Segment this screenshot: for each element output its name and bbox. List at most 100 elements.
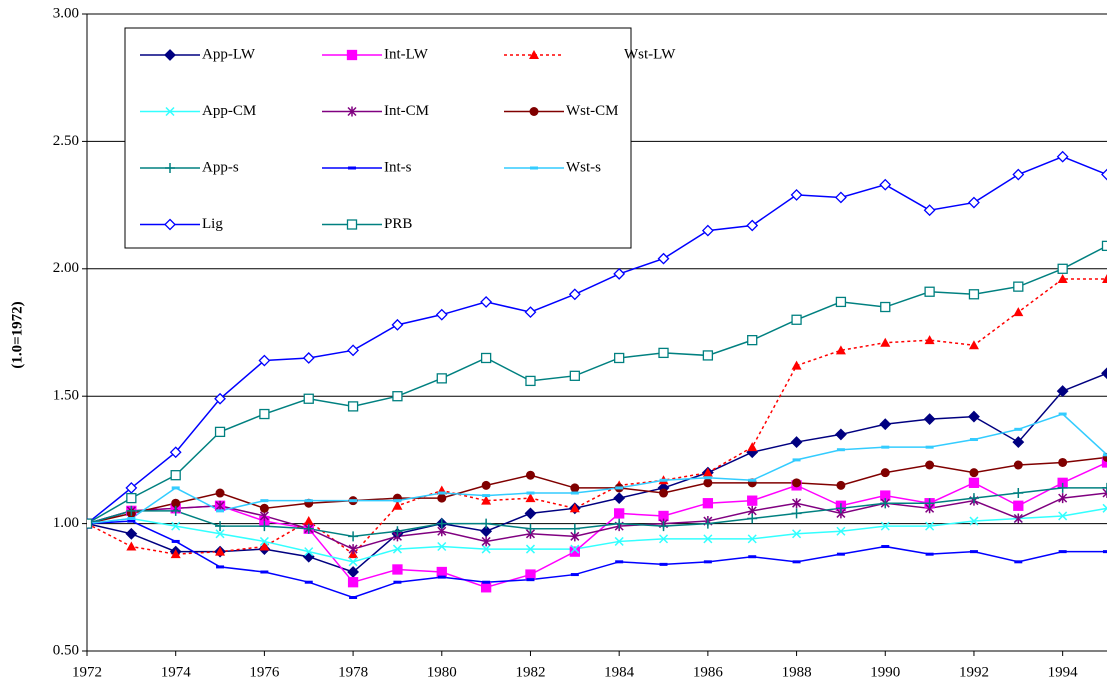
marker <box>259 541 270 551</box>
marker <box>791 508 802 519</box>
marker <box>392 500 403 510</box>
marker <box>1101 457 1107 468</box>
marker <box>481 495 492 505</box>
marker <box>436 373 447 384</box>
marker <box>1056 385 1069 398</box>
marker <box>302 352 315 364</box>
series-line <box>87 492 1107 550</box>
marker <box>747 495 758 506</box>
marker <box>347 344 360 357</box>
marker <box>658 534 669 544</box>
legend-label: Wst-CM <box>566 103 619 119</box>
x-tick-label: 1972 <box>72 664 102 680</box>
marker <box>1013 281 1024 292</box>
series-line <box>87 520 1107 599</box>
marker <box>1057 482 1068 493</box>
marker <box>435 308 448 321</box>
marker <box>747 334 758 346</box>
marker <box>746 219 759 232</box>
marker <box>614 536 624 546</box>
marker <box>525 375 536 387</box>
marker <box>1013 500 1024 511</box>
x-tick-label: 1986 <box>693 664 724 680</box>
marker <box>126 505 137 516</box>
marker <box>834 191 847 204</box>
legend-label: App-s <box>202 159 239 175</box>
marker <box>968 289 980 300</box>
marker <box>614 352 625 364</box>
marker <box>392 526 403 537</box>
series-line <box>87 413 1107 525</box>
marker <box>215 488 225 498</box>
marker <box>658 521 669 532</box>
marker <box>1102 482 1107 493</box>
marker <box>570 483 580 493</box>
legend-label: Int-LW <box>384 46 429 62</box>
marker <box>1056 150 1069 163</box>
marker <box>1013 488 1024 499</box>
series-line <box>87 155 1107 525</box>
series-line <box>87 278 1107 556</box>
marker <box>437 493 447 503</box>
y-tick-label: 2.50 <box>53 133 79 149</box>
y-tick-label: 3.00 <box>53 5 79 21</box>
marker <box>170 549 181 559</box>
marker <box>215 546 226 556</box>
marker <box>790 436 803 448</box>
marker <box>524 306 537 319</box>
marker <box>569 523 580 534</box>
marker <box>835 503 846 514</box>
marker <box>259 503 269 513</box>
marker <box>1057 273 1068 283</box>
marker <box>1058 511 1068 521</box>
marker <box>480 525 493 538</box>
series-line <box>87 461 1107 589</box>
marker <box>1102 488 1107 499</box>
x-tick-label: 1982 <box>515 664 545 680</box>
marker <box>1101 168 1107 181</box>
marker <box>925 460 935 470</box>
legend-marker <box>164 218 176 231</box>
plot-area <box>87 150 1107 599</box>
marker <box>214 426 226 438</box>
marker <box>1058 493 1068 504</box>
marker <box>437 542 447 552</box>
marker <box>879 418 892 431</box>
marker <box>701 224 714 237</box>
marker <box>613 492 626 505</box>
legend-marker <box>346 49 358 61</box>
x-tick-label: 1984 <box>604 664 635 680</box>
marker <box>880 468 890 478</box>
marker <box>702 498 714 509</box>
legend-marker <box>164 49 176 61</box>
marker <box>347 577 359 588</box>
marker <box>87 518 93 529</box>
marker <box>524 507 537 520</box>
marker <box>702 467 713 477</box>
marker <box>792 529 802 539</box>
marker <box>923 204 936 217</box>
marker <box>880 337 891 347</box>
marker <box>481 544 491 554</box>
marker <box>747 513 758 524</box>
marker <box>1102 503 1107 513</box>
marker <box>924 498 935 509</box>
marker <box>1012 436 1025 448</box>
marker <box>835 345 846 355</box>
marker <box>480 352 492 364</box>
marker <box>1012 168 1025 181</box>
x-tick-label: 1976 <box>249 664 280 680</box>
marker <box>215 500 225 511</box>
marker <box>659 488 669 498</box>
marker <box>392 544 402 554</box>
marker <box>348 557 358 567</box>
legend-label: Wst-LW <box>624 46 676 62</box>
marker <box>214 392 226 405</box>
marker <box>968 340 979 350</box>
legend-label: PRB <box>384 216 412 232</box>
marker <box>392 391 403 402</box>
marker <box>1058 457 1068 467</box>
marker <box>480 296 493 308</box>
marker <box>968 410 980 423</box>
